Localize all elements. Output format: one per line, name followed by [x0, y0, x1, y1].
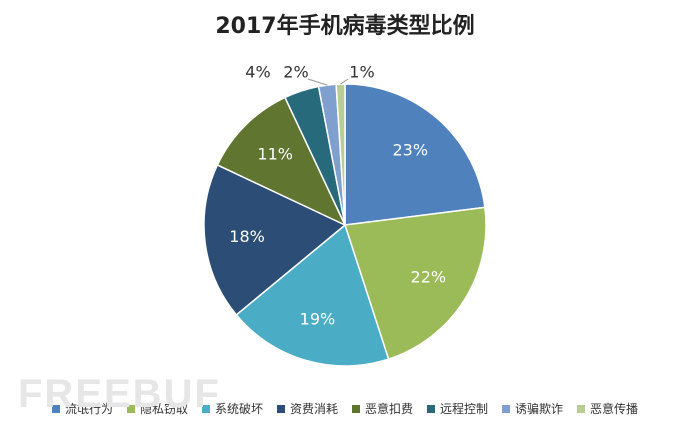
- legend-swatch: [577, 404, 586, 413]
- pie-slice-2: [344, 206, 487, 361]
- legend-item-8: 恶意传播: [577, 400, 638, 417]
- slice-label-1: 23%: [392, 140, 428, 159]
- legend-label: 恶意传播: [590, 402, 639, 416]
- legend-label: 流氓行为: [64, 402, 113, 416]
- slice-label-6: 4%: [245, 63, 270, 82]
- legend-label: 隐私窃取: [139, 402, 188, 416]
- legend-label: 资费消耗: [289, 402, 338, 416]
- legend-item-3: 系统破坏: [201, 400, 263, 417]
- legend-item-6: 远程控制: [427, 400, 488, 417]
- slice-label-5: 11%: [257, 145, 293, 164]
- slice-label-3: 19%: [300, 309, 336, 328]
- legend-swatch: [201, 404, 210, 413]
- pie-slice-1: [344, 83, 486, 226]
- slice-label-8: 1%: [349, 63, 374, 82]
- slice-label-4: 18%: [229, 227, 265, 246]
- slice-label-2: 22%: [411, 267, 447, 286]
- legend-item-4: 资费消耗: [276, 400, 338, 417]
- legend-label: 系统破坏: [214, 402, 263, 416]
- legend-item-1: 流氓行为: [51, 400, 113, 417]
- watermark: FREEBUF: [18, 372, 221, 416]
- legend-item-2: 隐私窃取: [126, 400, 188, 417]
- legend-item-7: 诱骗欺诈: [502, 400, 563, 417]
- chart-legend: 流氓行为 隐私窃取 系统破坏 资费消耗 恶意扣费 远程控制 诱骗欺诈 恶意传播: [0, 400, 690, 417]
- leader-line-7: [307, 78, 328, 86]
- legend-swatch: [126, 404, 135, 413]
- pie-slice-5: [216, 96, 347, 227]
- legend-swatch: [427, 404, 436, 413]
- slice-label-7: 2%: [283, 63, 308, 82]
- legend-label: 恶意扣费: [365, 402, 414, 416]
- legend-item-5: 恶意扣费: [352, 400, 413, 417]
- legend-swatch: [51, 404, 60, 413]
- chart-title: 2017年手机病毒类型比例: [215, 14, 475, 39]
- legend-swatch: [502, 404, 511, 413]
- pie-slice-3: [235, 223, 390, 367]
- legend-swatch: [276, 404, 285, 413]
- legend-label: 诱骗欺诈: [515, 402, 564, 416]
- leader-line-8: [340, 78, 349, 85]
- pie-slice-4: [203, 163, 347, 316]
- legend-swatch: [352, 404, 360, 413]
- legend-label: 远程控制: [440, 402, 489, 416]
